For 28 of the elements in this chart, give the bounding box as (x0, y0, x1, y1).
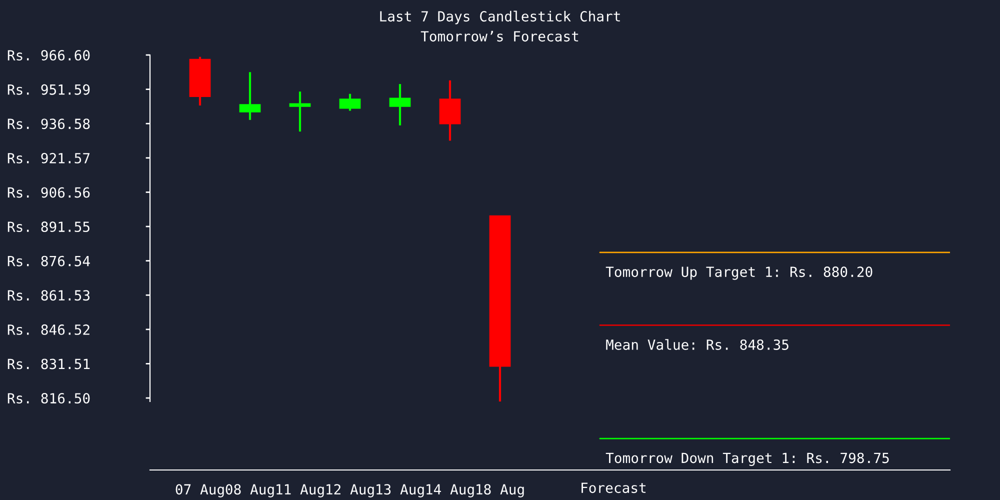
candlestick (389, 82, 411, 126)
y-tick-label: Rs. 816.50 (8, 393, 90, 404)
text: Forecast (582, 482, 646, 494)
y-tick-label: Rs. 921.57 (8, 152, 90, 164)
x-tick-label: 11 Aug (276, 484, 324, 498)
ref-line-label: Mean Value: Rs. 848.35 (606, 339, 788, 350)
y-tick-label: Rs. 906.56 (8, 187, 90, 198)
y-tick-label: Rs. 846.52 (8, 324, 90, 335)
x-tick-label: 13 Aug (376, 484, 424, 498)
x-tick-label: 18 Aug (476, 484, 524, 498)
candlestick (339, 92, 361, 112)
x-tick-label: 07 Aug (176, 484, 224, 498)
y-tick-label: Rs. 861.53 (8, 290, 90, 301)
ref-line-label: Tomorrow Up Target 1: Rs. 880.20 (606, 266, 872, 280)
chart-subtitle: Tomorrow’s Forecast (420, 30, 578, 42)
y-tick-label: Rs. 876.54 (8, 256, 90, 266)
x-tick-label: 14 Aug (426, 484, 474, 498)
y-tick-label: Rs. 891.55 (8, 222, 90, 232)
y-tick-label: Rs. 951.59 (8, 84, 90, 95)
x-tick-label: 12 Aug (326, 484, 374, 498)
y-tick-label: Rs. 831.51 (8, 358, 90, 370)
candlestick (289, 90, 311, 133)
candlestick (239, 71, 261, 121)
x-tick-label: 08 Aug (226, 484, 274, 498)
y-tick-label: Rs. 936.58 (8, 118, 90, 130)
chart-title: Last 7 Days Candlestick Chart (380, 10, 620, 24)
ref-line-label: Tomorrow Down Target 1: Rs. 798.75 (606, 452, 889, 466)
y-tick-label: Rs. 966.60 (8, 50, 90, 61)
